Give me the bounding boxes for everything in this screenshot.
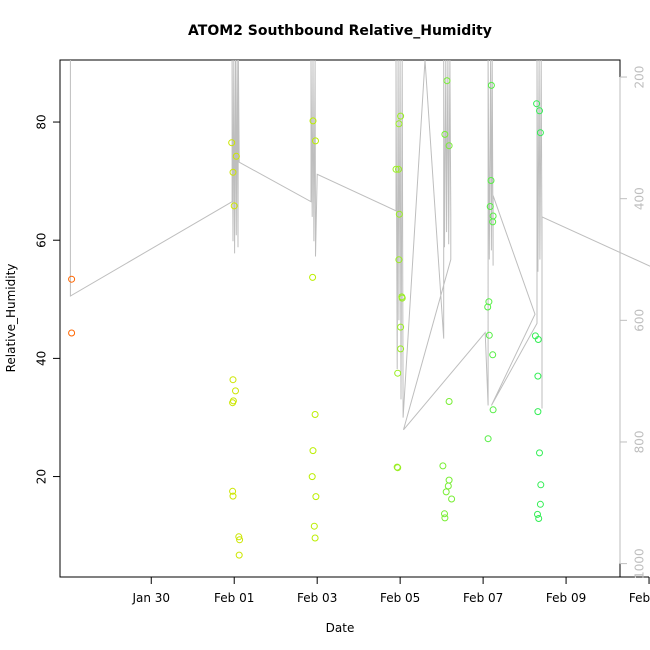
y-axis-label: Relative_Humidity xyxy=(4,264,18,373)
data-point-5-5 xyxy=(485,298,493,306)
data-point-3-4 xyxy=(395,210,403,218)
x-tick-label-4: Feb 07 xyxy=(463,591,503,605)
data-point-5-4 xyxy=(489,218,497,226)
data-point-1-1 xyxy=(229,168,237,176)
data-point-3-5 xyxy=(395,256,403,264)
right-pressure-axis: 200 400 600 800 1000 xyxy=(619,66,647,579)
data-point-5-7 xyxy=(485,331,493,339)
data-point-1-0 xyxy=(228,139,236,147)
data-point-1-8 xyxy=(229,487,237,495)
data-point-4-7 xyxy=(442,488,450,496)
data-point-4-8 xyxy=(448,495,456,503)
data-point-2-6 xyxy=(312,493,320,501)
y-tick-label-0: 20 xyxy=(35,469,49,484)
data-point-5-6 xyxy=(484,303,492,311)
data-point-6-11 xyxy=(535,515,543,522)
data-point-4-4 xyxy=(439,462,447,470)
right-tick-label-0: 200 xyxy=(633,66,647,89)
pressure-trace-layer xyxy=(69,59,650,431)
data-point-6-5 xyxy=(534,372,542,380)
data-point-2-4 xyxy=(309,447,317,455)
x-tick-label-3: Feb 05 xyxy=(380,591,420,605)
pressure-trace-line xyxy=(69,59,650,431)
chart-title: ATOM2 Southbound Relative_Humidity xyxy=(188,23,492,39)
data-point-1-2 xyxy=(232,152,240,160)
data-point-2-8 xyxy=(311,534,319,542)
x-tick-label-1: Feb 01 xyxy=(214,591,254,605)
plot-frame xyxy=(59,59,621,578)
data-point-1-12 xyxy=(235,551,243,559)
plot-area xyxy=(59,59,650,578)
x-tick-label-2: Feb 03 xyxy=(297,591,337,605)
data-point-4-2 xyxy=(445,142,453,150)
data-point-2-0 xyxy=(309,117,317,125)
data-point-5-10 xyxy=(484,435,492,443)
data-point-4-5 xyxy=(445,476,453,484)
data-point-2-2 xyxy=(309,273,317,281)
x-tick-label-5: Feb 09 xyxy=(546,591,586,605)
data-point-1-10 xyxy=(235,533,243,541)
data-point-1-4 xyxy=(229,376,237,384)
data-point-3-3 xyxy=(395,165,402,173)
data-point-3-0 xyxy=(397,112,405,120)
data-point-4-3 xyxy=(445,398,453,405)
data-point-6-2 xyxy=(536,129,544,137)
data-point-6-1 xyxy=(536,107,543,115)
data-point-2-1 xyxy=(312,137,319,145)
data-point-1-3 xyxy=(230,202,238,210)
data-point-5-8 xyxy=(489,351,497,359)
y-tick-label-2: 60 xyxy=(35,233,49,248)
data-point-5-2 xyxy=(486,203,494,210)
data-point-1-5 xyxy=(232,387,239,395)
right-tick-label-1: 400 xyxy=(633,187,647,210)
data-point-6-6 xyxy=(534,408,542,416)
data-point-3-1 xyxy=(395,120,403,128)
data-point-3-2 xyxy=(392,165,400,173)
data-point-0-0 xyxy=(68,275,76,283)
data-point-1-11 xyxy=(236,536,244,544)
y-tick-label-3: 80 xyxy=(35,114,49,129)
right-tick-label-4: 1000 xyxy=(633,548,647,579)
data-point-5-1 xyxy=(487,177,495,184)
data-point-1-7 xyxy=(229,399,237,407)
data-point-3-8 xyxy=(397,323,405,331)
data-point-6-0 xyxy=(533,100,541,108)
data-point-2-5 xyxy=(308,473,316,481)
data-point-5-0 xyxy=(487,81,495,89)
x-tick-label-6: Feb 11 xyxy=(629,591,650,605)
data-point-6-9 xyxy=(536,500,544,508)
data-point-4-1 xyxy=(441,130,449,138)
data-point-6-4 xyxy=(534,336,542,343)
data-point-6-8 xyxy=(537,481,545,489)
data-point-2-3 xyxy=(311,411,319,418)
y-axis: 20 40 60 80 xyxy=(35,114,61,484)
x-axis-label: Date xyxy=(326,621,355,635)
data-point-6-7 xyxy=(536,449,543,457)
data-point-3-9 xyxy=(397,345,405,353)
data-point-4-6 xyxy=(444,482,452,490)
y-tick-label-1: 40 xyxy=(35,351,49,366)
data-point-6-10 xyxy=(534,510,541,518)
data-point-4-10 xyxy=(441,514,449,522)
right-tick-label-3: 800 xyxy=(633,431,647,454)
data-point-4-0 xyxy=(443,77,451,85)
data-point-1-9 xyxy=(229,492,237,500)
x-tick-label-0: Jan 30 xyxy=(131,591,170,605)
right-tick-label-2: 600 xyxy=(633,309,647,332)
data-point-5-9 xyxy=(489,406,497,414)
data-point-3-10 xyxy=(394,369,402,377)
data-point-2-7 xyxy=(310,522,318,530)
data-point-0-1 xyxy=(68,329,76,337)
x-axis: Jan 30 Feb 01 Feb 03 Feb 05 Feb 07 Feb 09 Feb … xyxy=(131,576,650,605)
data-point-3-12 xyxy=(394,464,402,472)
data-point-4-9 xyxy=(441,510,448,518)
data-point-3-7 xyxy=(398,294,406,302)
data-points-layer xyxy=(68,77,545,559)
